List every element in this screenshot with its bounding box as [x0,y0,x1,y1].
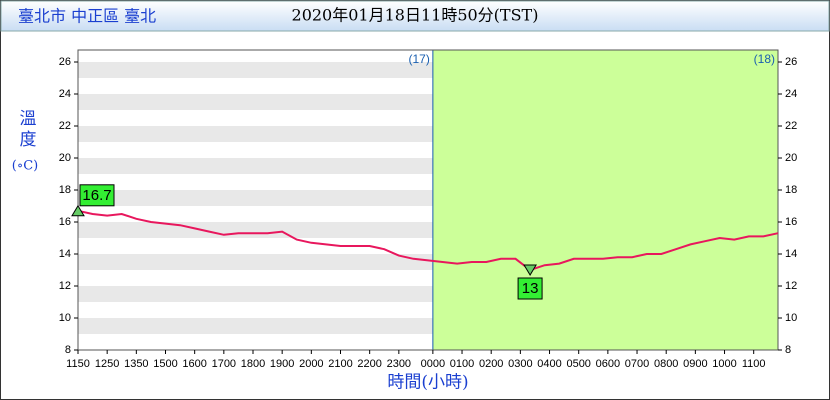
x-tick-label: 0000 [421,358,445,370]
x-tick-label: 0100 [450,358,474,370]
y-tick-label-right: 22 [785,120,797,132]
x-tick-label: 1900 [270,358,294,370]
y-tick-label-right: 8 [785,344,791,356]
x-tick-label: 1800 [241,358,265,370]
x-tick-label: 1000 [712,358,736,370]
y-tick-label: 8 [65,344,71,356]
x-tick-label: 2000 [299,358,323,370]
y-axis-unit: (∘C) [12,159,38,174]
x-tick-label: 0800 [654,358,678,370]
y-tick-label: 10 [59,312,71,324]
min-marker [523,264,537,276]
y-axis-title: 溫度 [16,109,37,151]
y-tick-label-right: 24 [785,88,797,100]
plot-border [77,49,779,351]
y-tick-label-right: 12 [785,280,797,292]
x-tick-label: 0600 [596,358,620,370]
y-tick-label: 18 [59,184,71,196]
max-label: 16.7 [82,187,111,204]
value-box [517,277,543,300]
x-tick-label: 1250 [95,358,119,370]
header-bar [0,0,830,32]
x-tick-label: 2200 [357,358,381,370]
x-axis-title: 時間(小時) [387,373,468,393]
day-label: (18) [754,52,775,66]
y-tick-label-right: 18 [785,184,797,196]
y-tick-label: 12 [59,280,71,292]
temperature-line [77,209,779,272]
location: 臺北市 中正區 臺北 [18,7,156,26]
max-marker [71,204,85,217]
y-tick-label-right: 10 [785,312,797,324]
y-tick-label: 22 [59,120,71,132]
x-tick-label: 1150 [66,358,90,370]
x-tick-label: 2300 [387,358,411,370]
x-tick-label: 0500 [566,358,590,370]
value-box [79,184,115,207]
x-tick-label: 0700 [625,358,649,370]
x-tick-label: 2100 [328,358,352,370]
min-label: 13 [522,280,539,297]
y-tick-label: 20 [59,152,71,164]
x-tick-label: 1500 [153,358,177,370]
y-tick-label: 14 [59,248,71,260]
day-shade [432,49,779,351]
y-tick-label-right: 16 [785,216,797,228]
y-tick-label: 26 [59,56,71,68]
day-label: (17) [409,52,430,66]
y-tick-label: 24 [59,88,71,100]
x-tick-label: 1600 [182,358,206,370]
y-tick-label: 16 [59,216,71,228]
y-tick-label-right: 14 [785,248,797,260]
x-tick-label: 0200 [479,358,503,370]
y-tick-label-right: 26 [785,56,797,68]
x-tick-label: 0400 [537,358,561,370]
y-tick-label-right: 20 [785,152,797,164]
x-tick-label: 1100 [742,358,766,370]
x-tick-label: 0300 [508,358,532,370]
timestamp: 2020年01月18日11時50分(TST) [292,6,539,25]
x-tick-label: 1350 [124,358,148,370]
x-tick-label: 0900 [683,358,707,370]
x-tick-label: 1700 [212,358,236,370]
